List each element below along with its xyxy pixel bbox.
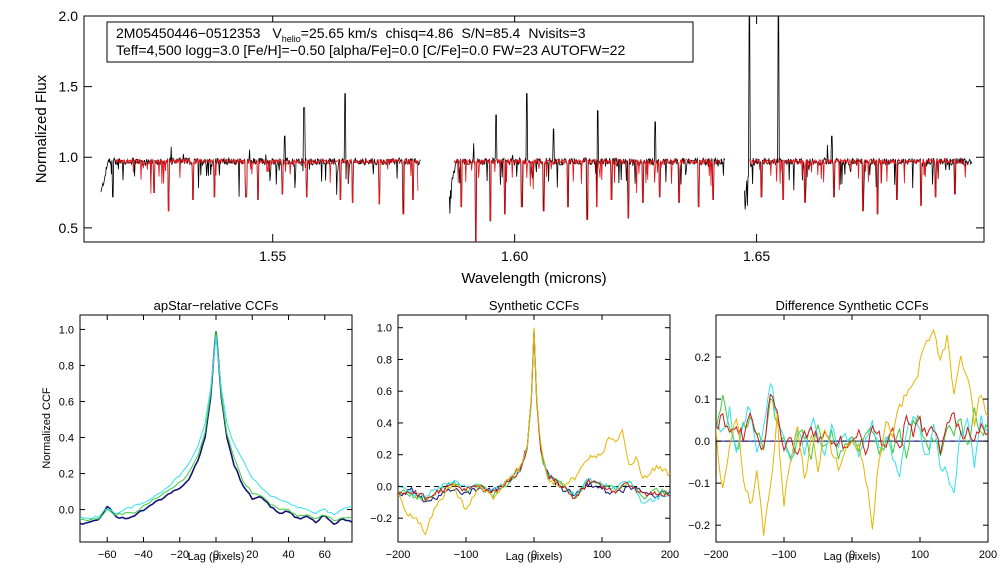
synthetic-ccf-series-visit-4 <box>398 327 670 536</box>
spectrum-model-chip-3 <box>749 157 968 215</box>
apstar-ccf-ytick-label: 1.0 <box>59 324 74 336</box>
legend-vhelio-value: =25.65 km/s <box>301 25 378 41</box>
difference-ccf-xtick-label: −200 <box>704 549 729 561</box>
difference-ccf-xtick-label: −100 <box>772 549 797 561</box>
synthetic-ccf-xtick-label: −100 <box>454 549 479 561</box>
apstar-ccf-ytick-label: 0.8 <box>59 360 74 372</box>
apstar-ccf-xtick-label: −60 <box>98 549 117 561</box>
synthetic-ccf-ytick-label: 0.6 <box>377 386 392 398</box>
legend-star-id: 2M05450446−0512353 <box>116 25 261 41</box>
synthetic-ccf-ytick-label: 0.8 <box>377 354 392 366</box>
difference-ccf-ytick-label: −0.2 <box>688 520 710 532</box>
synthetic-ccf-ytick-label: 0.0 <box>377 481 392 493</box>
spectrum-ytick-label: 2.0 <box>59 8 79 24</box>
legend-vhelio-subscript: helio <box>282 34 301 44</box>
spectrum-ytick-label: 1.0 <box>59 149 79 165</box>
spectrum-legend: 2M05450446−0512353 Vhelio=25.65 km/s chisq… <box>106 21 694 63</box>
difference-ccf-panel: Difference Synthetic CCFs −200 −100 0 100 20… <box>688 298 997 563</box>
apstar-ccf-ytick-label: 0.0 <box>59 504 74 516</box>
legend-nvisits: Nvisits=3 <box>528 25 585 41</box>
synthetic-ccf-xtick-label: −200 <box>386 549 411 561</box>
spectrum-axes: 1.55 1.60 1.65 0.5 1.0 1.5 2.0 <box>59 8 984 264</box>
difference-ccf-ytick-label: 0.2 <box>695 352 710 364</box>
difference-ccf-series-visit-4 <box>716 328 988 536</box>
spectrum-ytick-label: 0.5 <box>59 220 79 236</box>
synthetic-ccf-ytick-label: 0.2 <box>377 450 392 462</box>
spectrum-panel: 1.55 1.60 1.65 0.5 1.0 1.5 2.0 Normalized Flux… <box>33 8 985 287</box>
difference-ccf-marks <box>716 328 988 536</box>
synthetic-ccf-xtick-label: 200 <box>661 549 679 561</box>
difference-ccf-xtick-label: 100 <box>911 549 929 561</box>
synthetic-ccf-axes: −200 −100 0 100 200 −0.2 0.0 0.2 0.4 0.6 0.8 1.0 <box>370 315 679 561</box>
legend-sn: S/N=85.4 <box>462 25 521 41</box>
apstar-ccf-xlabel: Lag (pixels) <box>188 551 245 563</box>
spectrum-model-chip-1 <box>115 157 419 215</box>
spectrum-marks <box>100 16 973 242</box>
synthetic-ccf-marks <box>398 327 670 536</box>
legend-box <box>106 21 694 63</box>
synthetic-ccf-panel: Synthetic CCFs −200 −100 0 100 200 −0.2 0.0 0.2… <box>370 298 679 563</box>
apstar-ccf-ytick-label: 0.2 <box>59 468 74 480</box>
difference-ccf-ytick-label: 0.1 <box>695 394 710 406</box>
synthetic-ccf-ytick-label: 1.0 <box>377 323 392 335</box>
apstar-ccf-xtick-label: 20 <box>246 549 258 561</box>
legend-chisq: chisq=4.86 <box>385 25 453 41</box>
spectrum-xtick-label: 1.65 <box>743 248 770 264</box>
apstar-ccf-ytick-label: 0.4 <box>59 432 74 444</box>
apstar-ccf-xtick-label: 40 <box>282 549 294 561</box>
synthetic-ccf-ytick-label: −0.2 <box>370 513 392 525</box>
difference-ccf-xtick-label: 200 <box>979 549 997 561</box>
apstar-ccf-ytick-label: 0.6 <box>59 396 74 408</box>
apstar-ccf-marks <box>80 331 352 526</box>
apstar-ccf-xtick-label: 60 <box>319 549 331 561</box>
synthetic-ccf-xlabel: Lag (pixels) <box>506 551 563 563</box>
spectrum-ytick-label: 1.5 <box>59 79 79 95</box>
legend-line-2: Teff=4,500 logg=3.0 [Fe/H]=−0.50 [alpha/… <box>116 42 625 58</box>
apstar-ccf-xtick-label: −40 <box>134 549 153 561</box>
spectrum-xtick-label: 1.60 <box>501 248 528 264</box>
spectrum-model-chip-2 <box>453 157 721 242</box>
spectrum-frame <box>83 15 985 243</box>
difference-ccf-ytick-label: −0.1 <box>688 478 710 490</box>
difference-ccf-axes: −200 −100 0 100 200 −0.2 −0.1 0.0 0.1 0.2 <box>688 315 997 561</box>
apstar-ccf-xtick-label: −20 <box>170 549 189 561</box>
difference-ccf-xlabel: Lag (pixels) <box>824 551 881 563</box>
apstar-ccf-panel: apStar−relative CCFs −60 −40 −20 0 20 40 60 0.0… <box>41 298 353 563</box>
apstar-ccf-axes: −60 −40 −20 0 20 40 60 0.0 0.2 0.4 0.6 0.8 1.0 <box>59 315 352 561</box>
synthetic-ccf-ytick-label: 0.4 <box>377 418 392 430</box>
difference-ccf-xtick-label: 0 <box>849 549 855 561</box>
spectrum-xtick-label: 1.55 <box>259 248 286 264</box>
difference-ccf-title: Difference Synthetic CCFs <box>776 298 929 313</box>
synthetic-ccf-title: Synthetic CCFs <box>489 298 580 313</box>
apstar-ccf-xtick-label: 0 <box>213 549 219 561</box>
apstar-ccf-title: apStar−relative CCFs <box>154 298 279 313</box>
legend-line-1: 2M05450446−0512353 Vhelio=25.65 km/s chisq… <box>116 25 586 44</box>
difference-ccf-ytick-label: 0.0 <box>695 436 710 448</box>
apstar-ccf-ylabel: Normalized CCF <box>41 387 53 469</box>
spectrum-ylabel: Normalized Flux <box>33 74 50 183</box>
synthetic-ccf-xtick-label: 0 <box>531 549 537 561</box>
synthetic-ccf-xtick-label: 100 <box>593 549 611 561</box>
legend-vhelio: V <box>272 25 282 41</box>
spectrum-xlabel: Wavelength (microns) <box>461 270 606 287</box>
apstar-ccf-series-visit-2 <box>80 336 352 520</box>
